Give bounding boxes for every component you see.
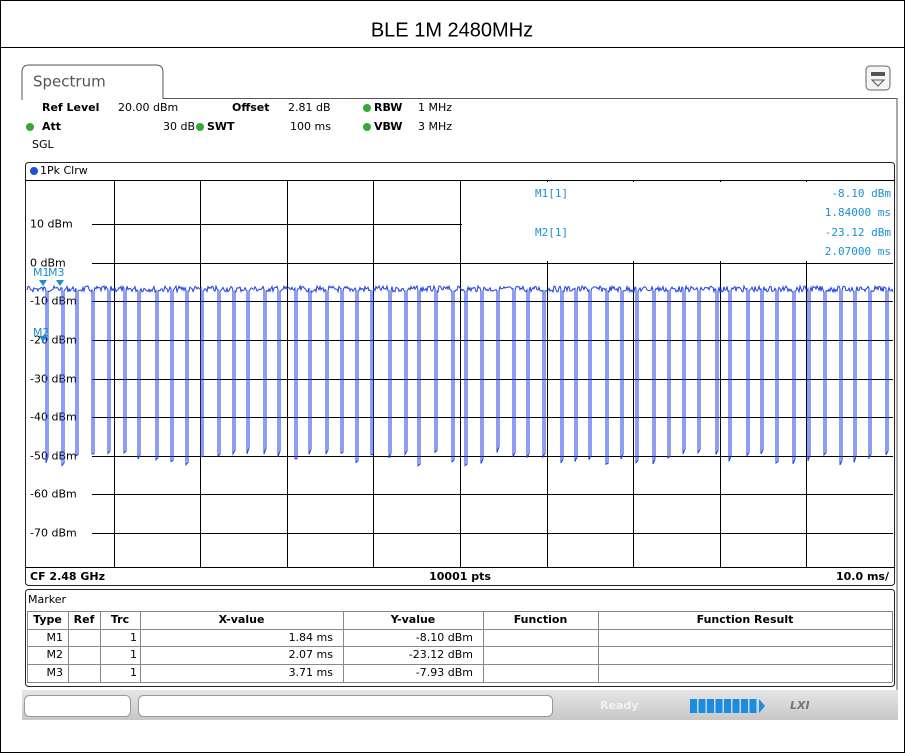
progress-indicator (690, 699, 765, 713)
marker-triangle (56, 280, 64, 286)
marker-label: M2 (33, 326, 50, 339)
setting-label: Ref Level (42, 101, 99, 114)
y-label: -30 dBm (30, 373, 77, 386)
coupled-dot (26, 123, 34, 131)
tab-label[interactable]: Spectrum (33, 73, 106, 91)
tab-outline (21, 64, 898, 690)
y-label: 0 dBm (30, 257, 66, 270)
coupled-dot (363, 123, 371, 131)
table-cell: 1 (130, 666, 137, 679)
table-cell: -23.12 dBm (409, 648, 473, 661)
table-cell: 1 (130, 648, 137, 661)
marker-label: M3 (48, 266, 65, 279)
progress-block (749, 699, 757, 713)
setting-label: Offset (232, 101, 270, 114)
progress-end (759, 699, 765, 713)
coupled-dot (363, 104, 371, 112)
y-label: 10 dBm (30, 218, 73, 231)
column-header: Trc (111, 613, 129, 626)
column-header: Function (514, 613, 568, 626)
sweep-mode: SGL (32, 138, 55, 151)
trace-dot (30, 167, 38, 175)
y-label: -70 dBm (30, 527, 77, 540)
table-cell: 1 (130, 631, 137, 644)
column-header: Type (33, 613, 62, 626)
readout-time: 2.07000 ms (825, 245, 891, 258)
status-field (24, 695, 131, 717)
setting-label: RBW (374, 101, 402, 114)
column-header: Function Result (697, 613, 794, 626)
column-header: Y-value (390, 613, 436, 626)
marker-triangle (39, 336, 47, 342)
progress-block (732, 699, 740, 713)
setting-value: 100 ms (290, 120, 331, 133)
marker-triangle (39, 280, 47, 286)
y-label: -50 dBm (30, 450, 77, 463)
marker-table-title: Marker (28, 593, 66, 606)
readout-time: 1.84000 ms (825, 206, 891, 219)
title: BLE 1M 2480MHz (371, 19, 533, 41)
time-per-div: 10.0 ms/ (836, 570, 890, 583)
setting-label: VBW (374, 120, 402, 133)
readout-bg (462, 182, 893, 261)
progress-block (715, 699, 723, 713)
grid (92, 181, 893, 567)
readout-name: M2[1] (535, 226, 568, 239)
progress-block (724, 699, 731, 713)
table-cell: M1 (47, 631, 64, 644)
table-cell: -7.93 dBm (416, 666, 473, 679)
table-cell: 1.84 ms (289, 631, 334, 644)
readout-name: M1[1] (535, 187, 568, 200)
readout-level: -8.10 dBm (831, 187, 891, 200)
marker-table-frame (25, 589, 895, 687)
table-cell: -8.10 dBm (416, 631, 473, 644)
setting-value: 3 MHz (418, 120, 452, 133)
setting-label: SWT (207, 120, 235, 133)
menu-icon[interactable] (865, 65, 891, 91)
setting-value: 1 MHz (418, 101, 452, 114)
setting-value: 30 dB (163, 120, 195, 133)
progress-block (707, 699, 714, 713)
column-header: Ref (74, 613, 95, 626)
status-text: Ready (600, 699, 638, 712)
lxi-logo: LXI (790, 699, 810, 712)
table-cell: M3 (47, 666, 64, 679)
marker-label: M1 (33, 266, 50, 279)
setting-value: 2.81 dB (288, 101, 331, 114)
coupled-dot (196, 123, 204, 131)
progress-block (698, 699, 706, 713)
marker-table: Type Ref Trc X-value Y-value Function Function… (27, 611, 893, 683)
trace (26, 284, 894, 467)
column-header: X-value (219, 613, 265, 626)
center-freq: CF 2.48 GHz (30, 570, 105, 583)
progress-block (741, 699, 748, 713)
progress-block (690, 699, 697, 713)
y-label: -40 dBm (30, 411, 77, 424)
setting-value: 20.00 dBm (118, 101, 178, 114)
setting-label: Att (42, 120, 61, 133)
y-label: -60 dBm (30, 488, 77, 501)
status-field (138, 695, 553, 717)
table-cell: M2 (47, 648, 64, 661)
trace-label: 1Pk Clrw (40, 164, 88, 177)
table-cell: 2.07 ms (289, 648, 334, 661)
readout-level: -23.12 dBm (825, 226, 892, 239)
sweep-points: 10001 pts (429, 570, 491, 583)
y-label: -10 dBm (30, 295, 77, 308)
table-cell: 3.71 ms (289, 666, 334, 679)
